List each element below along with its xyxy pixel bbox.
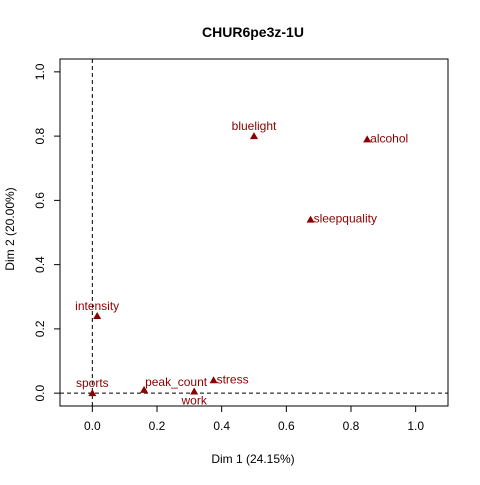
x-tick-label: 0.8 — [343, 419, 360, 433]
x-tick-label: 0.4 — [213, 419, 230, 433]
point-label: alcohol — [370, 131, 408, 145]
y-axis-label: Dim 2 (20.00%) — [3, 187, 17, 270]
y-tick-label: 0.4 — [33, 256, 47, 273]
x-tick-label: 0.2 — [149, 419, 166, 433]
point-marker — [190, 387, 199, 395]
point-marker — [363, 135, 372, 143]
point-label: peak_count — [145, 375, 208, 389]
x-tick-label: 1.0 — [407, 419, 424, 433]
x-axis-label: Dim 1 (24.15%) — [211, 452, 294, 466]
y-tick-label: 1.0 — [33, 63, 47, 80]
point-label: intensity — [75, 299, 119, 313]
point-marker — [209, 376, 218, 384]
point-marker — [306, 215, 315, 223]
point-label: work — [181, 394, 208, 408]
point-label: stress — [217, 372, 249, 386]
plot-area: 0.0 0.2 0.4 0.6 0.8 1.0 0.0 0.2 0.4 0.6 0.8 1.0 blue… — [33, 58, 449, 433]
point-marker — [140, 385, 149, 393]
point-marker — [250, 132, 258, 140]
plot-frame — [59, 58, 449, 407]
y-tick-label: 0.2 — [33, 320, 47, 337]
point-marker — [88, 389, 97, 397]
chart-title: CHUR6pe3z-1U — [202, 24, 304, 40]
point-marker — [93, 312, 102, 320]
y-tick-label: 0.8 — [33, 127, 47, 144]
x-tick-label: 0.6 — [278, 419, 295, 433]
y-tick-label: 0.6 — [33, 192, 47, 209]
point-label: sports — [76, 376, 109, 390]
x-tick-label: 0.0 — [84, 419, 101, 433]
point-label: bluelight — [232, 119, 277, 133]
y-tick-label: 0.0 — [33, 384, 47, 401]
point-label: sleepquality — [314, 212, 377, 226]
